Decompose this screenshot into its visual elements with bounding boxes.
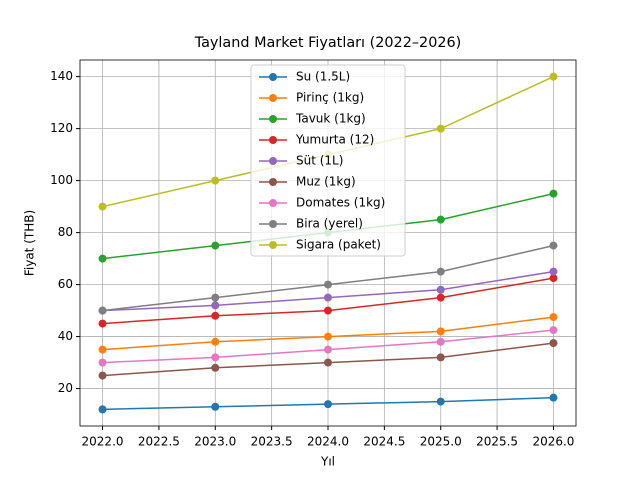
- x-tick-label: 2023.5: [251, 435, 293, 449]
- legend-marker: [269, 157, 277, 165]
- x-tick-label: 2026.0: [532, 435, 574, 449]
- y-tick-label: 140: [50, 69, 73, 83]
- legend-marker: [269, 241, 277, 249]
- legend-label: Süt (1L): [296, 154, 343, 168]
- point: [98, 371, 107, 380]
- point: [324, 280, 332, 289]
- x-tick-label: 2025.5: [476, 435, 518, 449]
- y-axis-label: Fiyat (THB): [23, 210, 37, 276]
- point: [549, 326, 558, 335]
- point: [98, 202, 107, 211]
- point: [324, 345, 332, 354]
- legend-marker: [269, 178, 277, 186]
- point: [211, 176, 220, 185]
- legend-label: Domates (1kg): [296, 196, 385, 210]
- y-tick-label: 60: [58, 277, 73, 291]
- point: [211, 241, 220, 250]
- legend-label: Sigara (paket): [296, 238, 381, 252]
- point: [549, 267, 558, 276]
- legend-label: Bira (yerel): [296, 217, 363, 231]
- axes-frame: [79, 59, 577, 427]
- y-tick-label: 20: [58, 381, 73, 395]
- point: [436, 353, 445, 362]
- point: [549, 274, 558, 283]
- legend-box: [250, 64, 406, 257]
- chart-title: Tayland Market Fiyatları (2022–2026): [194, 35, 462, 51]
- point: [436, 397, 445, 406]
- legend-label: Yumurta (12): [295, 133, 374, 147]
- point: [211, 301, 220, 310]
- point: [549, 313, 558, 322]
- point: [436, 215, 445, 224]
- point: [211, 353, 220, 362]
- point: [549, 72, 558, 81]
- point: [324, 358, 332, 367]
- legend-marker: [269, 73, 277, 81]
- point: [98, 319, 107, 328]
- x-tick-label: 2022.5: [138, 435, 180, 449]
- x-tick-label: 2023.0: [194, 435, 236, 449]
- point: [549, 393, 558, 402]
- x-tick-label: 2022.0: [82, 435, 124, 449]
- point: [211, 293, 220, 302]
- point: [436, 293, 445, 302]
- legend-marker: [269, 115, 277, 123]
- x-axis-label: Yıl: [320, 455, 335, 469]
- point: [98, 254, 107, 263]
- y-tick-label: 120: [50, 121, 73, 135]
- point: [436, 285, 445, 294]
- point: [436, 124, 445, 133]
- point: [436, 267, 445, 276]
- point: [211, 311, 220, 320]
- legend-label: Pirinç (1kg): [296, 91, 364, 105]
- legend-marker: [269, 220, 277, 228]
- point: [324, 293, 332, 302]
- y-tick-label: 80: [58, 225, 73, 239]
- point: [211, 337, 220, 346]
- legend-marker: [269, 136, 277, 144]
- point: [98, 345, 107, 354]
- point: [436, 337, 445, 346]
- legend-label: Su (1.5L): [296, 70, 350, 84]
- y-tick-label: 40: [58, 329, 73, 343]
- legend-label: Muz (1kg): [296, 175, 356, 189]
- legend-label: Tavuk (1kg): [295, 112, 366, 126]
- point: [549, 189, 558, 198]
- legend-marker: [269, 199, 277, 207]
- point: [98, 405, 107, 414]
- point: [324, 306, 332, 315]
- x-tick-label: 2025.0: [420, 435, 462, 449]
- point: [98, 358, 107, 367]
- point: [211, 402, 220, 411]
- point: [211, 363, 220, 372]
- legend-marker: [269, 94, 277, 102]
- x-tick-label: 2024.5: [363, 435, 405, 449]
- x-tick-label: 2024.0: [307, 435, 349, 449]
- point: [436, 327, 445, 336]
- point: [324, 332, 332, 341]
- point: [324, 400, 332, 409]
- point: [98, 306, 107, 315]
- point: [549, 339, 558, 348]
- y-tick-label: 100: [50, 173, 73, 187]
- point: [549, 241, 558, 250]
